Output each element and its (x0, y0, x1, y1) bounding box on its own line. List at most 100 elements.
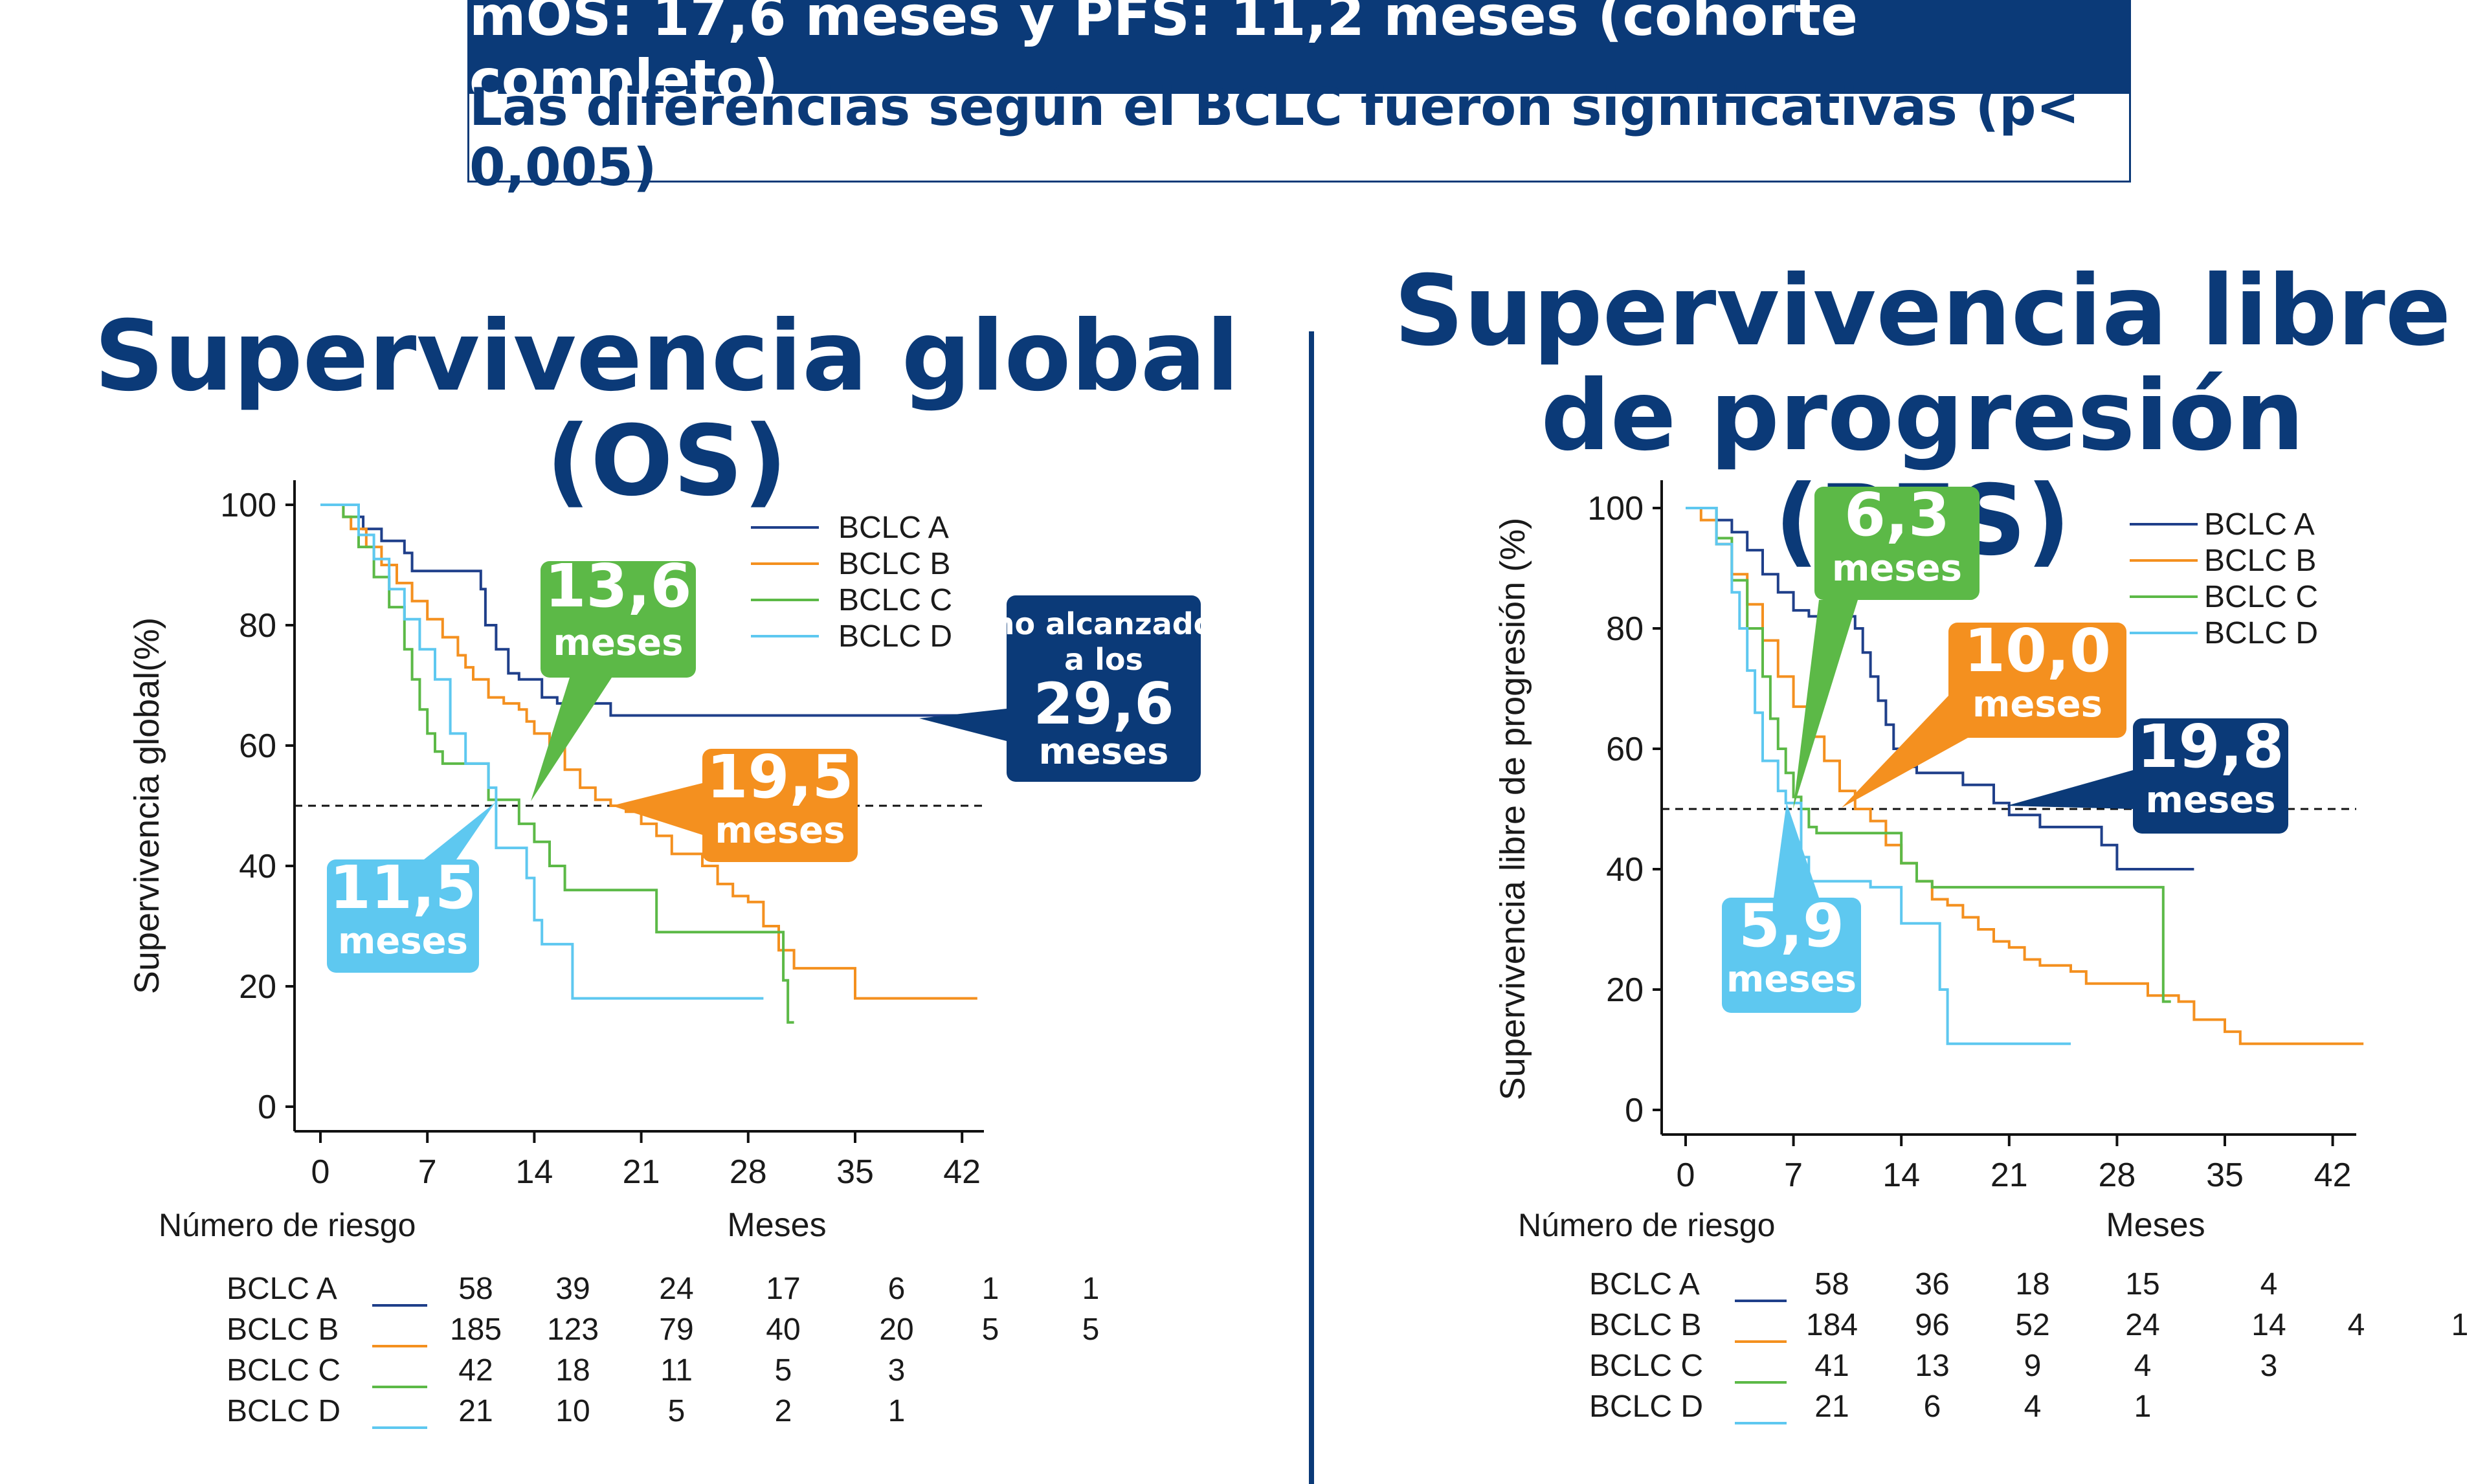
os-legend-label-bclc-b: BCLC B (838, 547, 950, 581)
os-callout-box-bclc-d (327, 859, 479, 973)
os-risk-row-name-bclc-b: BCLC B (227, 1312, 339, 1347)
pfs-y-tick-label-40: 40 (1606, 851, 1644, 889)
os-series-bclc-b (320, 504, 977, 1000)
pfs-x-axis-label: Meses (2106, 1206, 2205, 1244)
pfs-section-title: Supervivencia libre de progresión (PFS) (1394, 255, 2451, 573)
os-callout-text-bclc-b-1: meses (715, 810, 845, 852)
pfs-risk-cell-bclc-d-3: 1 (2134, 1390, 2152, 1424)
os-risk-cell-bclc-d-1: 10 (555, 1394, 590, 1428)
os-y-tick-label-40: 40 (239, 848, 276, 885)
os-series-bclc-c (320, 504, 794, 1024)
os-x-tick-label-35: 35 (836, 1153, 874, 1191)
pfs-risk-table-label: Número de riesgo (1518, 1207, 1775, 1243)
pfs-callout-text-bclc-b-1: meses (1972, 683, 2102, 725)
os-x-tick-label-7: 7 (418, 1153, 437, 1191)
pfs-risk-cell-bclc-a-4: 4 (2260, 1267, 2278, 1301)
os-callout-pointer-bclc-a (919, 709, 1007, 741)
pfs-callout-text-bclc-d-1: meses (1726, 958, 1857, 1001)
os-x-tick-label-0: 0 (311, 1153, 330, 1191)
os-section-title: Supervivencia global (OS) (94, 300, 1240, 518)
pfs-y-tick-label-60: 60 (1606, 731, 1644, 768)
pfs-callout-box-bclc-d (1722, 898, 1861, 1013)
os-x-tick-label-14: 14 (515, 1153, 553, 1191)
pfs-risk-cell-bclc-b-1: 96 (1915, 1308, 1949, 1342)
pfs-risk-row-name-bclc-a: BCLC A (1589, 1267, 1700, 1301)
os-x-tick-label-28: 28 (730, 1153, 767, 1191)
os-callout-pointer-bclc-c (531, 678, 612, 801)
pfs-legend-label-bclc-a: BCLC A (2204, 507, 2315, 542)
pfs-risk-row-name-bclc-d: BCLC D (1589, 1390, 1703, 1424)
os-y-tick-label-60: 60 (239, 727, 276, 765)
os-callout-text-bclc-d-0: 11,5 (329, 853, 476, 922)
os-risk-cell-bclc-b-3: 40 (766, 1312, 800, 1347)
pfs-risk-cell-bclc-c-0: 41 (1814, 1349, 1849, 1383)
os-risk-cell-bclc-b-2: 79 (659, 1312, 693, 1347)
os-risk-row-name-bclc-c: BCLC C (227, 1353, 340, 1388)
os-callout-box-bclc-b (702, 749, 858, 862)
os-callout-text-bclc-a-3: meses (1039, 731, 1169, 773)
os-risk-cell-bclc-b-4: 20 (879, 1312, 913, 1347)
os-risk-row-name-bclc-d: BCLC D (227, 1394, 340, 1428)
os-risk-cell-bclc-a-4: 6 (888, 1272, 906, 1306)
pfs-callout-text-bclc-b-0: 10,0 (1964, 616, 2111, 685)
os-y-tick-label-0: 0 (258, 1089, 276, 1126)
os-risk-cell-bclc-a-6: 1 (1082, 1272, 1100, 1306)
os-callout-text-bclc-a-1: a los (1064, 642, 1143, 677)
pfs-legend-label-bclc-c: BCLC C (2204, 580, 2318, 614)
pfs-callout-pointer-bclc-a (2007, 770, 2133, 809)
pfs-callout-text-bclc-a-0: 19,8 (2137, 712, 2284, 781)
os-risk-row-name-bclc-a: BCLC A (227, 1272, 337, 1306)
os-risk-cell-bclc-c-2: 11 (660, 1353, 693, 1388)
os-risk-table-label: Número de riesgo (159, 1207, 416, 1243)
pfs-callout-pointer-bclc-d (1774, 803, 1819, 898)
os-x-tick-label-42: 42 (943, 1153, 981, 1191)
pfs-risk-cell-bclc-c-4: 3 (2260, 1349, 2278, 1383)
pfs-risk-cell-bclc-a-1: 36 (1915, 1267, 1949, 1301)
pfs-risk-cell-bclc-b-4: 14 (2251, 1308, 2286, 1342)
pfs-legend-label-bclc-b: BCLC B (2204, 544, 2316, 578)
section-divider (1309, 331, 1314, 1484)
pfs-risk-cell-bclc-b-0: 184 (1806, 1308, 1858, 1342)
pfs-callout-box-bclc-c (1814, 487, 1980, 600)
pfs-callout-text-bclc-c-0: 6,3 (1844, 480, 1950, 549)
pfs-x-tick-label-7: 7 (1784, 1157, 1803, 1194)
os-callout-text-bclc-a-2: 29,6 (1033, 670, 1174, 737)
os-callout-pointer-bclc-b (612, 783, 702, 835)
os-risk-cell-bclc-c-4: 3 (888, 1353, 906, 1388)
pfs-risk-cell-bclc-b-3: 24 (2125, 1308, 2159, 1342)
os-risk-cell-bclc-a-3: 17 (766, 1272, 800, 1306)
pfs-risk-cell-bclc-a-2: 18 (2015, 1267, 2049, 1301)
os-callout-box-bclc-a (1007, 595, 1201, 782)
pfs-x-tick-label-14: 14 (1882, 1157, 1920, 1194)
os-y-tick-label-20: 20 (239, 968, 276, 1006)
pfs-x-tick-label-0: 0 (1677, 1157, 1695, 1194)
os-risk-cell-bclc-c-1: 18 (555, 1353, 590, 1388)
pfs-risk-cell-bclc-d-0: 21 (1814, 1390, 1849, 1424)
pfs-risk-cell-bclc-b-6: 1 (2451, 1308, 2469, 1342)
os-legend-label-bclc-a: BCLC A (838, 511, 949, 545)
pfs-y-tick-label-0: 0 (1625, 1092, 1644, 1129)
os-risk-cell-bclc-d-0: 21 (458, 1394, 493, 1428)
os-risk-cell-bclc-a-1: 39 (555, 1272, 590, 1306)
os-callout-box-bclc-c (541, 561, 696, 678)
os-x-tick-label-21: 21 (623, 1153, 660, 1191)
os-risk-cell-bclc-b-5: 5 (982, 1312, 999, 1347)
pfs-risk-cell-bclc-b-2: 52 (2015, 1308, 2049, 1342)
pfs-legend-label-bclc-d: BCLC D (2204, 616, 2318, 650)
summary-banner: mOS: 17,6 meses y PFS: 11,2 meses (cohor… (467, 0, 2131, 197)
os-risk-cell-bclc-d-4: 1 (888, 1394, 906, 1428)
pfs-risk-cell-bclc-c-1: 13 (1915, 1349, 1949, 1383)
os-risk-cell-bclc-c-0: 42 (458, 1353, 493, 1388)
pfs-risk-cell-bclc-a-0: 58 (1814, 1267, 1849, 1301)
pfs-x-tick-label-42: 42 (2314, 1157, 2352, 1194)
pfs-risk-cell-bclc-b-5: 4 (2348, 1308, 2365, 1342)
os-y-axis-label: Supervivencia global(%) (128, 617, 166, 994)
os-y-tick-label-80: 80 (239, 607, 276, 645)
os-risk-cell-bclc-a-2: 24 (659, 1272, 693, 1306)
